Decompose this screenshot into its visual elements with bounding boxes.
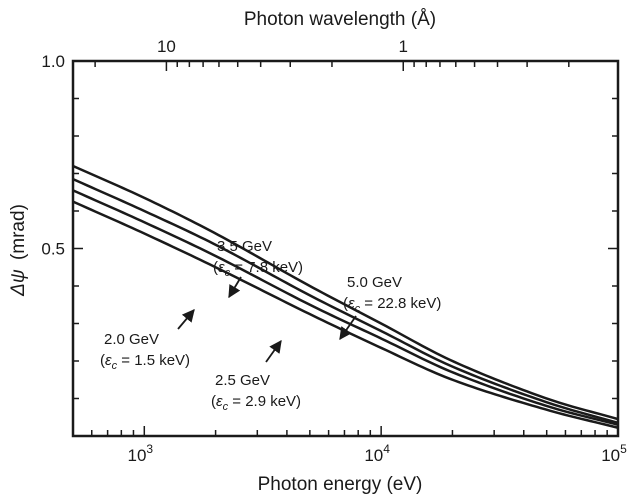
annotation-critical-energy: (εc = 7.8 keV) bbox=[213, 259, 303, 279]
y-axis-symbol: Δψ bbox=[8, 269, 29, 297]
annotation-energy: 5.0 GeV bbox=[347, 274, 402, 291]
annotation-energy: 2.5 GeV bbox=[215, 372, 270, 389]
x-tick-label: 103 bbox=[127, 442, 153, 465]
annotation-arrow bbox=[177, 309, 195, 330]
x-tick-label: 104 bbox=[364, 442, 390, 465]
series-line-2 bbox=[72, 177, 619, 425]
plot-frame bbox=[71, 59, 620, 438]
y-tick-label: 0.5 bbox=[41, 240, 65, 259]
annotations-layer: 3.5 GeV (εc = 7.8 keV) 5.0 GeV (εc = 22.8 k… bbox=[100, 238, 441, 413]
annotation-critical-energy: (εc = 1.5 keV) bbox=[100, 352, 190, 372]
x2-tick-label: 1 bbox=[399, 37, 408, 56]
annotation-arrow bbox=[339, 315, 357, 341]
annotation-critical-energy: (εc = 22.8 keV) bbox=[343, 295, 441, 315]
y-axis-title: Δψ (mrad) bbox=[8, 204, 29, 297]
y-axis-unit: (mrad) bbox=[8, 204, 29, 260]
x2-tick-label: 10 bbox=[157, 37, 176, 56]
annotation-critical-energy: (εc = 2.9 keV) bbox=[211, 393, 301, 413]
ticks-layer: 103 104 105 10 1 0.5 1.0 bbox=[41, 37, 627, 465]
annotation-energy: 3.5 GeV bbox=[217, 238, 272, 255]
annotation-energy: 2.0 GeV bbox=[104, 331, 159, 348]
y-tick-label: 1.0 bbox=[41, 52, 65, 71]
x-axis-title: Photon energy (eV) bbox=[258, 474, 423, 495]
x-tick-label: 105 bbox=[601, 442, 627, 465]
x2-axis-title: Photon wavelength (Å) bbox=[244, 9, 436, 30]
annotation-arrow bbox=[228, 276, 242, 299]
series-line-1 bbox=[72, 164, 619, 421]
annotation-arrow bbox=[265, 339, 282, 363]
series-line-3 bbox=[72, 189, 619, 426]
